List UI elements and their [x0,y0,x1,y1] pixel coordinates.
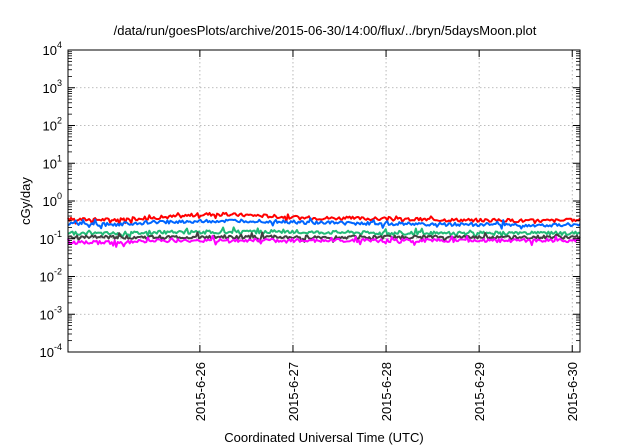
y-tick-label: 104 [43,40,62,58]
y-tick-label: 103 [43,78,62,96]
y-axis-label: cGy/day [18,177,33,225]
x-tick-label: 2015-6-30 [565,362,580,421]
x-axis: 2015-6-26 2015-6-27 2015-6-28 2015-6-29 2015… [193,50,580,421]
y-tick-label: 10-2 [40,267,62,285]
y-tick-label: 10-4 [40,342,62,360]
grid [68,50,580,352]
y-tick-label: 101 [43,153,62,171]
y-tick-label: 10-1 [40,229,62,247]
series-line-2 [67,217,581,230]
y-axis: 104 103 102 101 100 10-1 10-2 10-3 10-4 [40,40,580,360]
series-group [67,211,581,248]
series-line-3 [67,226,581,239]
y-tick-label: 100 [43,191,62,209]
x-tick-label: 2015-6-28 [379,362,394,421]
x-tick-label: 2015-6-26 [193,362,208,421]
y-tick-label: 10-3 [40,304,62,322]
x-tick-label: 2015-6-27 [286,362,301,421]
series-line-1 [67,211,581,226]
series-line-5 [67,234,581,248]
chart-title: /data/run/goesPlots/archive/2015-06-30/1… [114,23,537,38]
y-tick-label: 102 [43,116,62,134]
x-tick-label: 2015-6-29 [472,362,487,421]
x-axis-label: Coordinated Universal Time (UTC) [224,430,423,445]
